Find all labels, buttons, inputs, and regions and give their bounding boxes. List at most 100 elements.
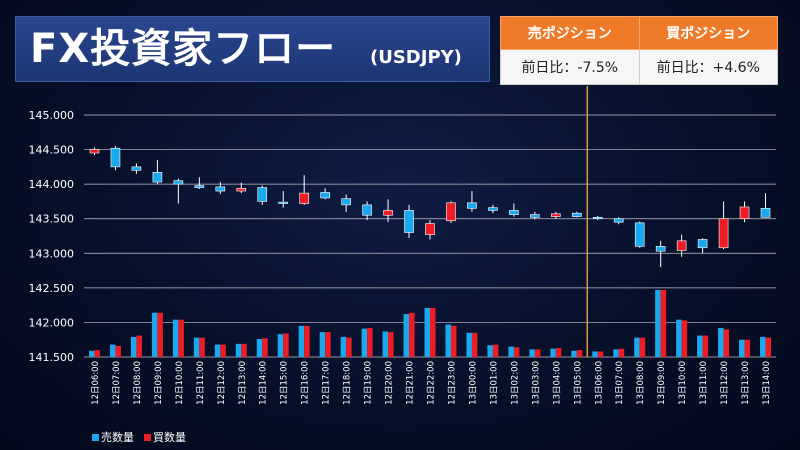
sell-volume-bar [382,331,389,357]
candle-body-up [551,213,561,217]
sell-volume-bar [571,350,577,357]
sell-volume-bar [487,345,493,357]
candle-body-down [655,246,666,252]
x-tick-label: 13日11:00 [699,361,709,405]
y-tick-label: 142.000 [29,316,75,329]
candle-body-up [89,149,100,154]
candle-body-down [613,218,624,223]
y-tick-label: 143.500 [29,213,75,226]
x-tick-label: 12日13:00 [238,361,248,405]
x-tick-label: 12日20:00 [385,361,395,405]
x-tick-label: 12日18:00 [343,361,353,405]
buy-volume-bar [450,325,457,357]
x-tick-label: 13日07:00 [615,361,625,405]
x-tick-label: 13日09:00 [657,361,667,405]
x-tick-label: 12日08:00 [133,361,143,405]
x-tick-label: 13日03:00 [531,361,541,405]
sell-volume-bar [424,307,430,357]
candle-body-down [488,207,498,211]
y-tick-label: 143.000 [29,247,75,260]
x-tick-label: 12日10:00 [175,361,185,405]
buy-volume-bar [723,329,730,357]
x-tick-label: 12日14:00 [259,361,269,405]
y-tick-label: 144.500 [29,144,75,157]
candle-body-down [257,187,268,202]
sell-volume-bar [613,349,619,357]
candle-body-down [571,212,582,217]
x-tick-label: 13日00:00 [468,361,478,405]
x-tick-label: 12日11:00 [196,361,206,405]
sell-volume-bar [760,336,766,357]
y-tick-label: 142.500 [29,282,75,295]
candle-body-down [278,201,289,204]
buy-volume-bar [346,337,352,357]
sell-volume-bar [214,344,221,357]
legend-item-sell: 売数量 [92,429,134,445]
candle-body-up [383,210,393,216]
candle-body-down [110,147,121,168]
x-tick-label: 12日21:00 [406,361,416,405]
candle-body-up [739,206,750,220]
sell-volume-bar [109,344,116,357]
buy-volume-bar [220,344,226,357]
candle-body-down [320,192,330,199]
x-tick-label: 12日19:00 [364,361,374,405]
x-tick-label: 13日12:00 [720,361,730,405]
buy-volume-bar [534,349,541,357]
candle-body-down [697,239,708,249]
candle-body-up [676,240,687,251]
legend-label-buy: 買数量 [153,431,186,444]
candle-body-down [509,210,519,215]
x-tick-label: 12日15:00 [280,361,290,405]
buy-volume-bar [744,339,751,357]
buy-volume-bar [513,347,520,357]
position-summary-table: 売ポジション 買ポジション 前日比：-7.5% 前日比：+4.6% [500,16,778,85]
candle-body-up [446,202,456,222]
y-tick-label: 141.500 [29,351,75,364]
candle-body-up [299,192,309,204]
candle-body-down [634,222,645,247]
candle-body-down [131,166,142,171]
candle-body-up [236,187,247,192]
x-tick-label: 12日12:00 [217,361,227,405]
sell-volume-bar [508,346,514,357]
sell-volume-bar [172,319,179,357]
sell-volume-bar [592,351,598,357]
candle-body-down [194,185,205,188]
buy-volume-bar [660,289,667,357]
buy-volume-bar [157,312,163,357]
buy-volume-bar [639,337,646,357]
x-tick-label: 13日08:00 [636,361,646,405]
buy-volume-bar [94,350,100,357]
sell-volume-bar [655,289,661,357]
sell-volume-bar [529,349,535,357]
sell-volume-bar [130,336,137,357]
currency-pair-label: (USDJPY) [370,47,462,68]
candle-body-down [467,202,477,209]
title-banner: FX投資家フロー (USDJPY) [15,16,490,82]
x-tick-label: 13日13:00 [741,361,751,405]
candle-body-up [425,223,435,235]
sell-volume-bar [235,343,242,357]
legend-item-buy: 買数量 [144,429,186,445]
sell-volume-bar [445,324,451,357]
sell-position-change: 前日比：-7.5% [500,49,640,85]
candle-body-down [362,204,372,216]
x-tick-label: 12日17:00 [322,361,332,405]
sell-volume-bar [697,335,703,357]
candle-body-up [718,218,729,249]
x-tick-label: 13日02:00 [510,361,520,405]
buy-volume-bar [367,327,373,357]
buy-volume-bar [262,338,268,357]
buy-volume-bar [765,337,772,357]
buy-volume-bar [178,319,184,357]
sell-swatch [92,433,99,441]
sell-volume-bar [361,328,368,357]
candle-body-down [592,217,603,220]
sell-volume-bar [193,337,200,357]
sell-volume-bar [550,348,556,357]
sell-volume-bar [676,319,682,357]
sell-volume-bar [340,336,347,357]
sell-volume-bar [634,337,640,357]
